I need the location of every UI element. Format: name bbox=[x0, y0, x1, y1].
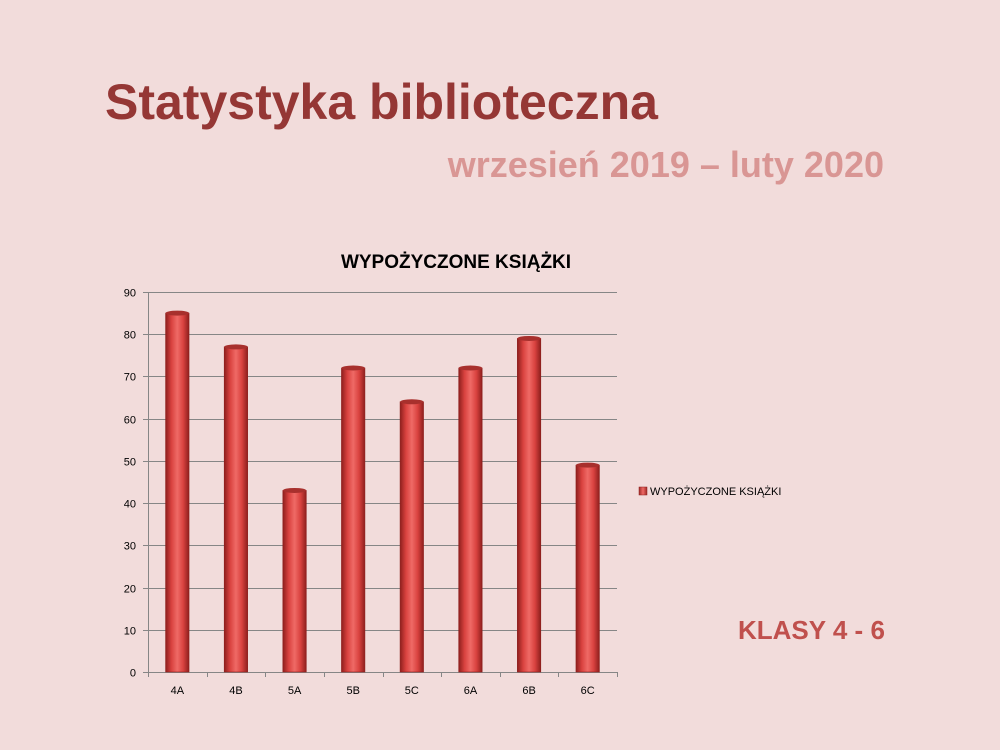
y-tick-label: 70 bbox=[124, 372, 136, 384]
bar-cap-4a bbox=[165, 310, 190, 316]
x-tick-label: 6C bbox=[581, 685, 595, 697]
y-tick-label: 30 bbox=[124, 541, 136, 553]
x-tick-label: 5B bbox=[346, 685, 359, 697]
bar-4a bbox=[165, 312, 190, 673]
bar-5a bbox=[282, 490, 307, 673]
bar-cap-5b bbox=[341, 365, 365, 371]
classes-label: KLASY 4 - 6 bbox=[738, 615, 885, 645]
bar-6c bbox=[575, 464, 600, 673]
bar-5c bbox=[399, 401, 424, 673]
bar-6a bbox=[458, 367, 483, 673]
x-tick-label: 4A bbox=[171, 685, 185, 697]
y-tick-label: 20 bbox=[124, 584, 136, 596]
y-tick-label: 80 bbox=[124, 330, 136, 342]
x-tick-labels: 4A 4B 5A 5B 5C 6A 6B 6C bbox=[171, 685, 595, 697]
bar-cap-4b bbox=[224, 344, 248, 350]
bars bbox=[165, 310, 600, 673]
legend-swatch bbox=[638, 486, 648, 496]
axes bbox=[143, 292, 618, 677]
x-tick-label: 5C bbox=[405, 685, 419, 697]
slide-title: Statystyka biblioteczna bbox=[105, 74, 658, 130]
x-tick-label: 6A bbox=[464, 685, 478, 697]
bar-cap-5c bbox=[400, 399, 424, 405]
bar-cap-6b bbox=[517, 335, 541, 341]
bar-cap-6c bbox=[575, 462, 600, 468]
bar-cap-5a bbox=[282, 487, 307, 493]
slide-subtitle: wrzesień 2019 – luty 2020 bbox=[447, 144, 884, 185]
y-tick-label: 90 bbox=[124, 288, 136, 300]
bar-5b bbox=[341, 367, 366, 673]
bar-6b bbox=[517, 338, 542, 673]
gridlines bbox=[148, 292, 617, 631]
y-tick-label: 10 bbox=[124, 626, 136, 638]
y-tick-labels: 0 10 20 30 40 50 60 70 80 90 bbox=[124, 288, 136, 680]
y-tick-label: 60 bbox=[124, 415, 136, 427]
bar-cap-6a bbox=[458, 365, 483, 371]
legend-label: WYPOŻYCZONE KSIĄŻKI bbox=[650, 485, 781, 498]
x-tick-label: 5A bbox=[288, 685, 302, 697]
legend: WYPOŻYCZONE KSIĄŻKI bbox=[638, 485, 781, 498]
y-tick-label: 50 bbox=[124, 457, 136, 469]
x-tick-label: 6B bbox=[522, 685, 535, 697]
y-tick-label: 0 bbox=[130, 668, 136, 680]
chart-title: WYPOŻYCZONE KSIĄŻKI bbox=[341, 252, 571, 273]
y-tick-label: 40 bbox=[124, 499, 136, 511]
bar-4b bbox=[223, 346, 248, 673]
x-tick-label: 4B bbox=[229, 685, 242, 697]
